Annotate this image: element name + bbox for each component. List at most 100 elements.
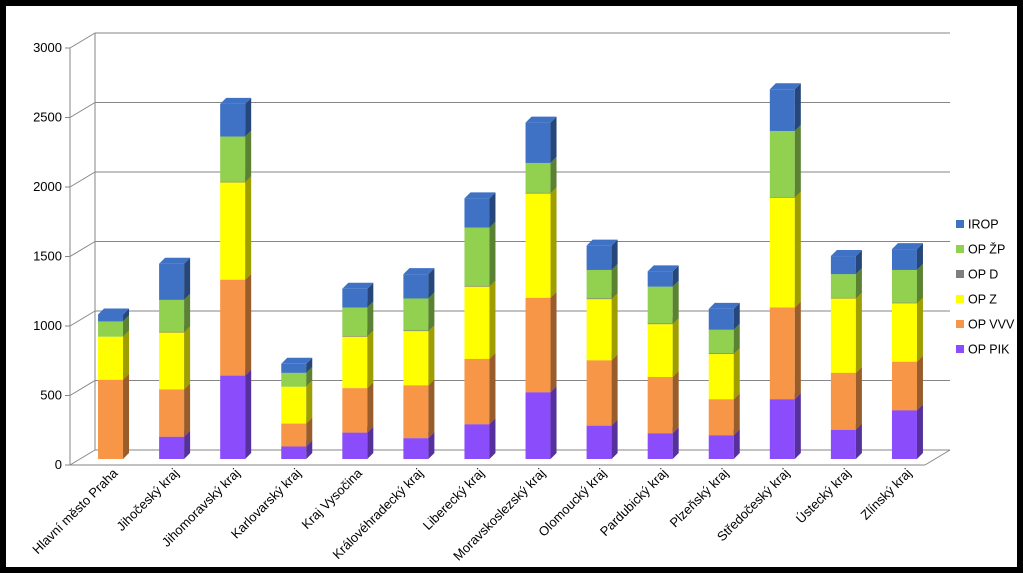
bar-front <box>403 331 429 386</box>
bar-side <box>184 326 191 390</box>
bar-top <box>586 239 618 246</box>
bar-front <box>830 297 856 299</box>
x-category-label: Plzeňský kraj <box>667 465 732 530</box>
bar-front <box>403 438 429 459</box>
bar-side <box>428 324 435 332</box>
bar-segment <box>647 318 679 377</box>
bar-front <box>98 321 124 337</box>
bar-segment <box>403 379 435 439</box>
bar-segment <box>281 357 313 373</box>
bar-segment <box>769 83 801 131</box>
bar-front <box>342 432 368 459</box>
y-tick-label: 2500 <box>33 110 62 125</box>
bar-segment <box>586 354 618 426</box>
gridline-side <box>69 380 96 396</box>
bar-side <box>367 382 374 433</box>
bar-segment <box>220 273 252 376</box>
bar-side <box>855 366 862 430</box>
bar-top <box>708 302 740 309</box>
bar-segment <box>159 383 191 437</box>
bar-segment <box>342 330 374 389</box>
bar-side <box>916 296 923 304</box>
bar-front <box>647 323 673 325</box>
stacked-bar-chart-3d: 0 500 1000 1500 2000 2500 3000 Hlavní město Pr… <box>29 32 1015 563</box>
bar-front <box>342 335 368 337</box>
bar-side <box>794 124 801 197</box>
bar-front <box>342 336 368 389</box>
bar-side <box>123 308 130 322</box>
bar-side <box>550 116 557 163</box>
y-tick-label: 2000 <box>33 179 62 194</box>
bar-front <box>891 302 917 304</box>
bar-segment <box>464 418 496 459</box>
bar-front <box>403 298 429 331</box>
bar-front <box>342 307 368 336</box>
bar-front <box>647 286 673 324</box>
bar-front <box>586 298 612 300</box>
bar-segment <box>891 243 923 270</box>
bar-side <box>916 404 923 459</box>
legend-swatch <box>956 345 964 353</box>
bar-front <box>830 429 856 459</box>
bar-front <box>708 399 734 436</box>
bar-front <box>525 392 551 459</box>
bar-side <box>611 263 618 299</box>
bar-front <box>220 136 246 182</box>
bar-side <box>489 192 496 228</box>
bar-side <box>123 373 130 459</box>
legend-swatch <box>956 220 964 228</box>
bar-front <box>647 433 673 459</box>
bar-side <box>367 329 374 337</box>
gridline-side <box>69 241 96 257</box>
bar-side <box>794 301 801 400</box>
legend: IROP OP ŽP OP D OP Z OP VVV OP PIK <box>956 218 1015 357</box>
bar-front <box>159 263 185 300</box>
bar-front <box>281 446 307 459</box>
bar-segment <box>525 116 557 163</box>
bar-side <box>855 250 862 275</box>
bar-front <box>586 245 612 270</box>
y-tick-label: 3000 <box>33 40 62 55</box>
bar-side <box>428 292 435 331</box>
legend-label: OP PIK <box>968 343 1010 357</box>
bar-side <box>306 417 313 447</box>
bar-segment <box>830 366 862 430</box>
bar-segment <box>769 393 801 459</box>
bar-segment <box>830 250 862 275</box>
bar-front <box>891 249 917 270</box>
bar-segment <box>769 124 801 197</box>
y-tick-label: 500 <box>40 388 62 403</box>
bar-top <box>891 243 923 250</box>
bar-front <box>769 196 795 198</box>
bar-side <box>855 292 862 373</box>
x-category-label: Liberecký kraj <box>420 465 487 532</box>
bar-front <box>769 197 795 308</box>
bar-side <box>916 297 923 362</box>
legend-item: OP ŽP <box>956 242 1005 257</box>
bar-side <box>611 239 618 270</box>
bar-front <box>525 192 551 194</box>
bar-segment <box>159 326 191 390</box>
bar-front <box>891 410 917 459</box>
bar-top <box>830 250 862 257</box>
bar-front <box>342 388 368 433</box>
bar-front <box>403 274 429 299</box>
bar-side <box>306 366 313 387</box>
bar-front <box>891 269 917 303</box>
bar-segment <box>769 191 801 308</box>
bar-side <box>672 427 679 459</box>
bar-side <box>611 292 618 300</box>
bar-segment <box>891 404 923 459</box>
bar-front <box>464 227 490 286</box>
legend-label: OP D <box>968 268 998 282</box>
bar-front <box>647 271 673 287</box>
bar-side <box>245 175 252 183</box>
bar-side <box>733 348 740 400</box>
bar-front <box>525 193 551 298</box>
bar-segment <box>220 97 252 137</box>
bar-front <box>708 435 734 459</box>
bar-front <box>159 436 185 459</box>
bar-side <box>672 318 679 377</box>
bar-side <box>611 354 618 426</box>
